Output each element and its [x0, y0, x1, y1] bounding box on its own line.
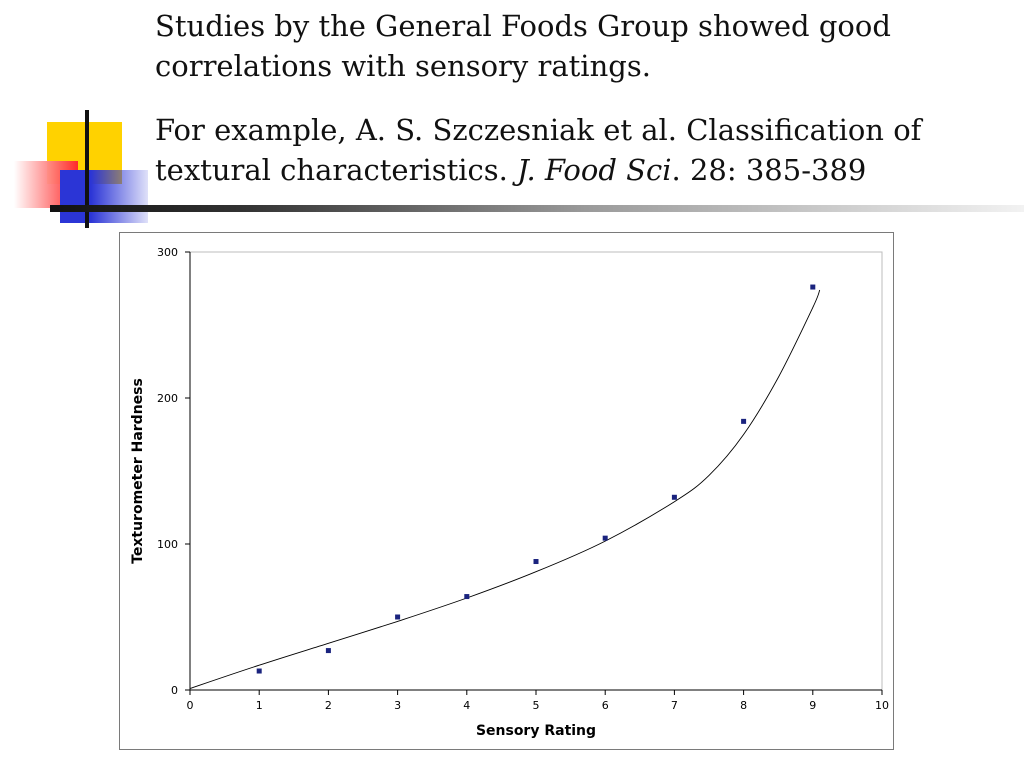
data-point — [464, 594, 470, 600]
data-point — [810, 284, 816, 290]
chart-frame: 0 1 2 3 4 5 6 7 8 9 10 0 100 200 300 Sensory Rating T… — [119, 232, 894, 750]
journal-name: J. Food Sci — [517, 153, 672, 187]
data-point — [256, 668, 262, 674]
decor-blue-square — [60, 170, 148, 223]
scatter-chart: 0 1 2 3 4 5 6 7 8 9 10 0 100 200 300 Sensory Rating T… — [130, 246, 889, 739]
x-tick-label: 3 — [394, 699, 401, 712]
slide-paragraph-1: Studies by the General Foods Group showe… — [155, 9, 891, 83]
slide-paragraph-2: For example, A. S. Szczesniak et al. Cla… — [155, 110, 985, 190]
y-tick-label: 200 — [157, 392, 178, 405]
data-point — [602, 535, 608, 541]
x-tick-label: 5 — [533, 699, 540, 712]
x-tick-label: 1 — [256, 699, 263, 712]
y-tick-label: 0 — [171, 684, 178, 697]
plot-area — [189, 251, 883, 691]
x-tick-label: 8 — [740, 699, 747, 712]
x-axis-ticks: 0 1 2 3 4 5 6 7 8 9 10 — [187, 690, 889, 712]
x-tick-label: 0 — [187, 699, 194, 712]
y-tick-label: 100 — [157, 538, 178, 551]
x-tick-label: 9 — [809, 699, 816, 712]
citation-reference: . 28: 385-389 — [671, 153, 867, 187]
x-tick-label: 6 — [602, 699, 609, 712]
trendline — [189, 289, 821, 689]
x-axis-title: Sensory Rating — [476, 723, 596, 739]
data-point — [741, 418, 747, 424]
decor-horizontal-rule — [50, 205, 1024, 212]
x-tick-label: 2 — [325, 699, 332, 712]
data-point — [671, 494, 677, 500]
y-axis-ticks: 0 100 200 300 — [157, 246, 190, 697]
data-point — [533, 559, 539, 565]
data-points — [256, 284, 816, 674]
y-tick-label: 300 — [157, 246, 178, 259]
data-point — [395, 614, 401, 620]
x-tick-label: 4 — [463, 699, 470, 712]
x-tick-label: 10 — [875, 699, 889, 712]
decor-vertical-line — [85, 110, 89, 228]
data-point — [325, 648, 331, 654]
y-axis-title: Texturometer Hardness — [130, 378, 146, 564]
citation-text: For example, A. S. Szczesniak et al. Cla… — [155, 113, 922, 187]
x-tick-label: 7 — [671, 699, 678, 712]
